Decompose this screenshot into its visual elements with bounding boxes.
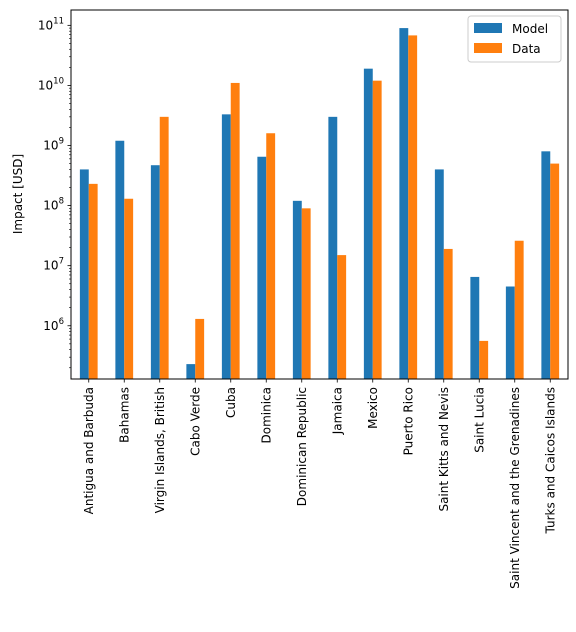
bar-model-6 [257,156,267,379]
bar-model-14 [541,151,551,379]
y-tick-label: 1010 [38,76,64,92]
x-tick-label: Saint Lucia [472,387,486,453]
x-tick-label: Saint Vincent and the Grenadines [508,387,522,589]
bar-data-9 [372,80,382,380]
bar-model-13 [505,286,515,379]
legend-label-model: Model [512,22,548,36]
y-axis-label: Impact [USD] [11,154,25,234]
bar-model-2 [115,140,125,379]
bar-data-12 [479,340,489,379]
bar-model-8 [328,116,338,379]
bar-data-8 [337,255,347,379]
bar-model-4 [186,364,196,379]
bar-data-14 [550,163,560,379]
bar-model-11 [434,169,444,379]
bar-data-4 [195,318,205,379]
y-tick-label: 107 [43,257,64,273]
x-tick-label: Saint Kitts and Nevis [437,387,451,512]
plot-frame [70,9,569,380]
x-tick-label: Puerto Rico [401,387,415,455]
x-tick-label: Virgin Islands, British [153,387,167,513]
bar-data-6 [266,133,276,379]
x-tick-label: Cabo Verde [188,387,202,456]
legend-swatch-model [474,23,502,33]
x-tick-label: Mexico [366,387,380,429]
x-tick-label: Bahamas [117,387,131,443]
legend: Model Data [467,15,562,63]
x-tick-label: Antigua and Barbuda [82,387,96,514]
bar-model-1 [79,169,89,379]
x-tick-label: Dominica [259,387,273,444]
bar-model-5 [221,114,231,379]
y-tick-label: 106 [43,317,64,333]
bar-data-5 [230,82,240,379]
bar-model-3 [150,165,160,379]
bar-data-10 [408,35,418,380]
bar-model-10 [399,28,409,380]
bar-data-11 [443,248,453,379]
y-tick-label: 108 [43,197,64,213]
bars-group [79,28,560,380]
bar-data-13 [514,240,524,379]
bar-data-3 [159,116,169,379]
x-tick-label: Dominican Republic [295,387,309,506]
y-tick-label: 1011 [38,16,64,32]
x-tick-label: Jamaica [330,387,344,435]
bar-data-7 [301,208,311,379]
x-ticks-group: Antigua and Barbuda Bahamas Virgin Islands… [82,379,557,589]
legend-swatch-data [474,43,502,53]
x-tick-label: Turks and Caicos Islands [543,387,557,534]
y-tick-label: 109 [43,137,64,153]
bar-data-2 [124,198,134,379]
legend-label-data: Data [512,42,541,56]
bar-model-12 [470,276,480,379]
x-tick-label: Cuba [224,387,238,418]
bar-data-1 [88,183,98,379]
bar-model-7 [292,200,302,379]
bar-model-9 [363,68,373,380]
y-ticks-group: 106 107 108 109 1010 1011 [38,16,71,369]
